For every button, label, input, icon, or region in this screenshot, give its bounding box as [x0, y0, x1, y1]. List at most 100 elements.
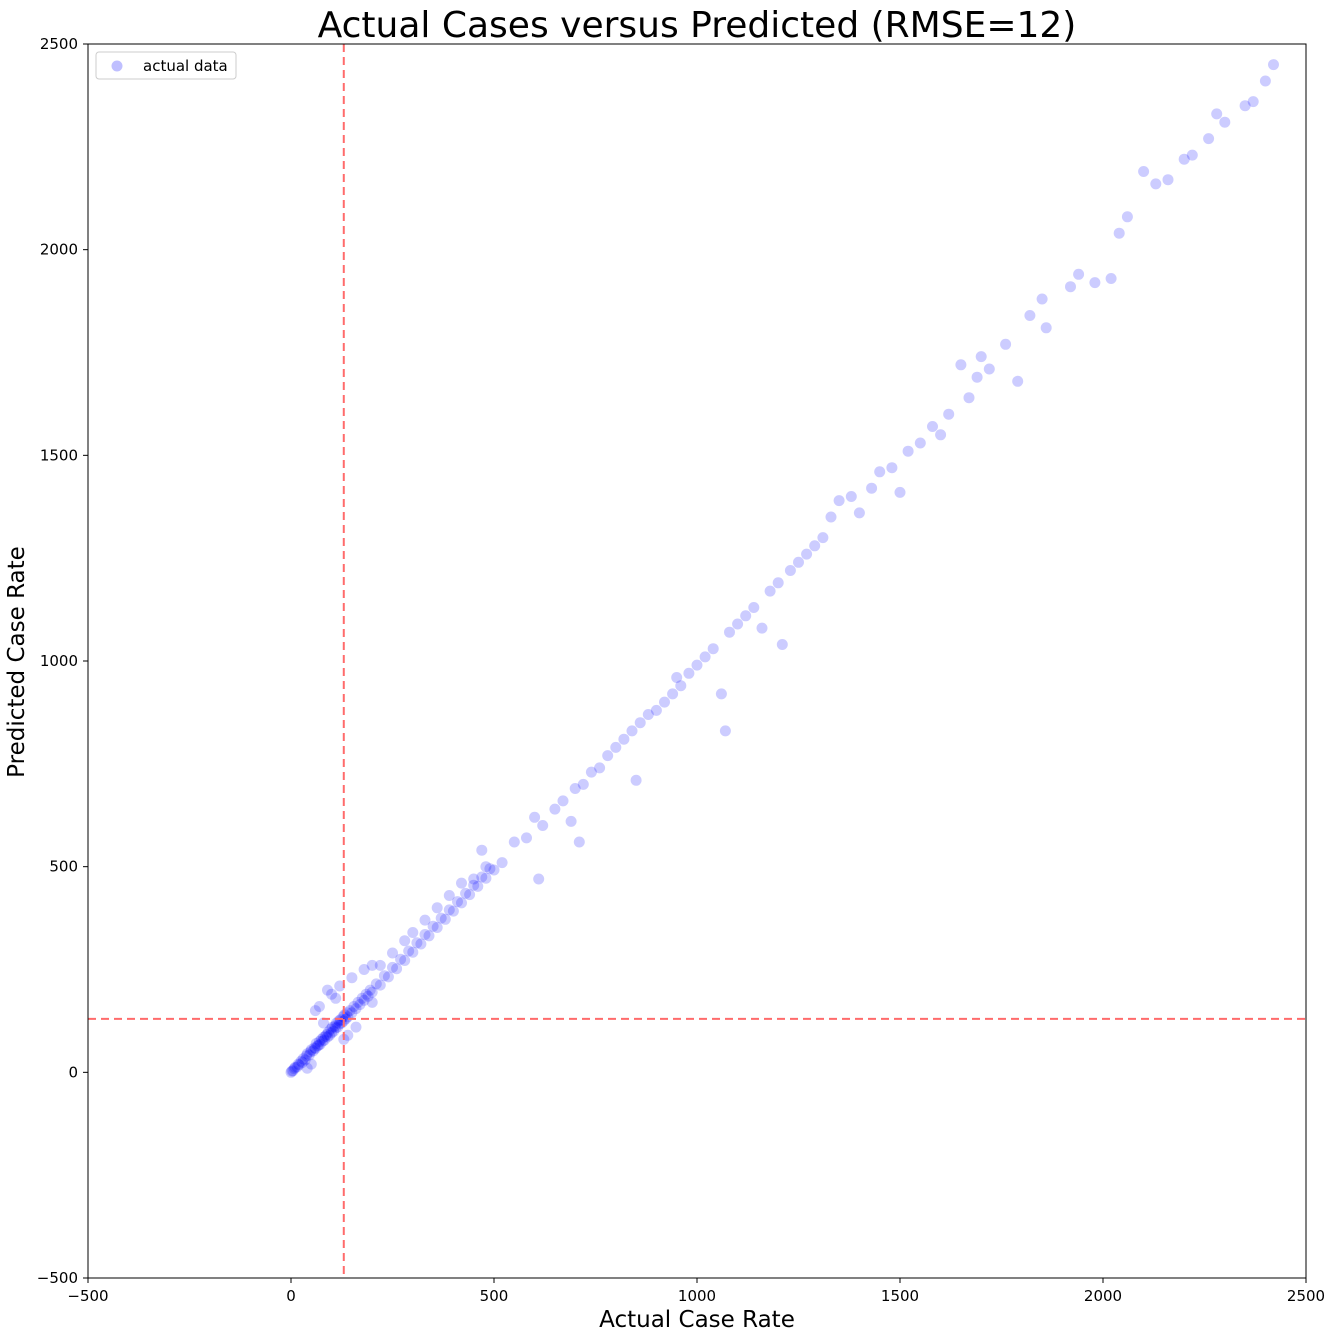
data-point [557, 795, 569, 807]
data-point [480, 872, 492, 884]
data-point [342, 1029, 354, 1041]
data-point [399, 935, 411, 947]
data-point [443, 890, 455, 901]
data-point [285, 1066, 297, 1078]
data-point [299, 1054, 311, 1066]
data-point [354, 999, 366, 1010]
data-point [833, 495, 845, 507]
y-tick-label: 2000 [40, 241, 78, 259]
data-point [313, 1001, 325, 1012]
data-point [391, 963, 403, 975]
data-point [309, 1005, 321, 1017]
data-point [866, 482, 878, 494]
data-point [724, 626, 735, 638]
data-point [508, 836, 520, 848]
data-point [309, 1043, 321, 1054]
data-point [403, 945, 415, 957]
data-point [435, 912, 447, 924]
data-point [1203, 133, 1215, 145]
data-point [456, 897, 467, 909]
data-point [307, 1045, 319, 1057]
x-tick-label: 2000 [1084, 1287, 1122, 1305]
data-point [468, 873, 480, 885]
data-point [305, 1046, 316, 1058]
y-tick-label: 1500 [40, 446, 78, 464]
data-point [318, 1017, 329, 1029]
data-point [387, 961, 398, 973]
data-point [332, 1021, 344, 1033]
data-point [325, 1023, 337, 1035]
data-point [288, 1063, 300, 1075]
data-point [346, 1007, 358, 1019]
data-point [318, 1031, 329, 1043]
data-point [1268, 59, 1279, 71]
data-point [352, 996, 364, 1008]
data-point [287, 1065, 299, 1077]
data-point [452, 896, 463, 908]
data-point [1219, 116, 1231, 128]
data-point [322, 984, 333, 996]
data-point [320, 1030, 331, 1042]
data-point [427, 920, 439, 932]
data-point [1105, 273, 1117, 284]
data-point [411, 937, 423, 949]
data-point [1012, 375, 1024, 387]
data-point [521, 832, 532, 844]
data-point [330, 1022, 342, 1034]
data-point [364, 984, 376, 996]
data-point [809, 540, 821, 552]
data-point [784, 565, 796, 576]
data-point [382, 971, 394, 983]
data-point [715, 688, 727, 700]
data-point [569, 783, 581, 794]
data-point [419, 914, 431, 926]
data-point [845, 491, 857, 502]
data-point [484, 863, 496, 875]
data-point [825, 511, 837, 523]
data-point [667, 688, 679, 700]
data-point [610, 741, 622, 753]
data-point [350, 1021, 362, 1033]
data-point [328, 1025, 340, 1037]
data-point [334, 980, 346, 992]
data-point [322, 1031, 333, 1043]
data-point [301, 1062, 313, 1074]
y-tick-label: 500 [49, 858, 78, 876]
data-point [324, 1029, 336, 1041]
data-point [1186, 149, 1198, 161]
data-point [488, 864, 500, 876]
data-point [326, 1027, 338, 1039]
data-point [447, 905, 459, 917]
data-point [577, 778, 589, 790]
data-point [344, 1005, 356, 1017]
data-point [289, 1061, 301, 1073]
data-point [1000, 338, 1012, 350]
data-point [305, 1044, 317, 1056]
data-point [1178, 153, 1190, 165]
data-point [943, 408, 955, 420]
x-axis-ticks: −500 0 500 1000 1500 2000 2500 [67, 1278, 1325, 1305]
y-tick-label: 2500 [40, 35, 78, 53]
data-point [326, 1021, 338, 1033]
data-point [300, 1050, 312, 1062]
data-point [748, 602, 760, 613]
data-point [423, 930, 435, 942]
data-point [407, 927, 419, 938]
data-point [1239, 100, 1251, 112]
data-point [460, 887, 472, 899]
data-point [316, 1033, 327, 1045]
data-point [415, 938, 427, 950]
data-point [301, 1048, 313, 1060]
data-point [594, 762, 606, 774]
data-point [366, 996, 378, 1008]
data-point [399, 955, 411, 966]
data-point [297, 1053, 309, 1065]
data-point [419, 929, 431, 940]
legend: actual data [95, 51, 237, 80]
data-point [963, 392, 975, 404]
data-point [793, 556, 804, 568]
data-point [585, 766, 597, 778]
data-point [1150, 178, 1162, 190]
data-point [707, 643, 719, 655]
